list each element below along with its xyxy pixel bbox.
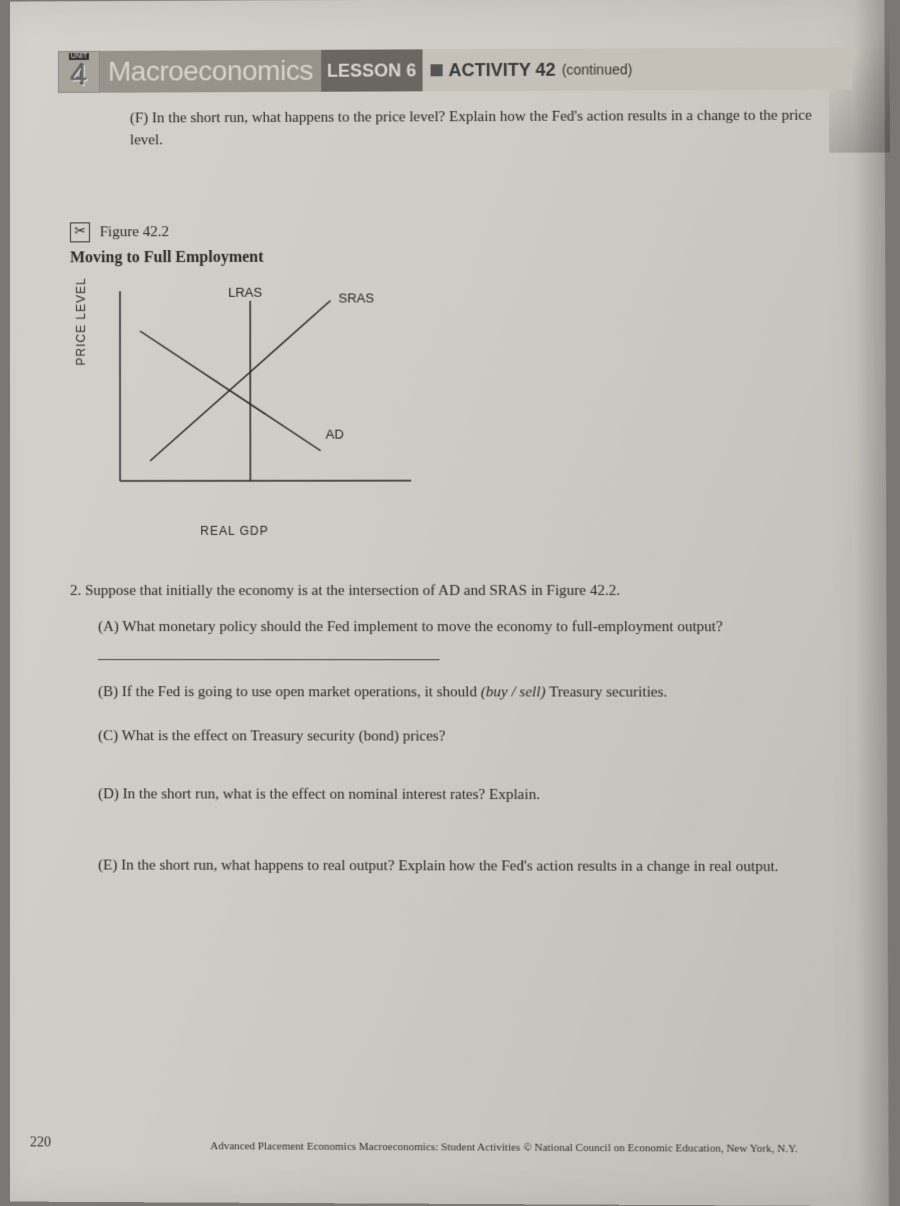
unit-number: 4 bbox=[71, 55, 87, 92]
adas-chart: PRICE LEVEL LRAS SRAS AD REAL GDP bbox=[90, 280, 441, 521]
q2d-letter: (D) bbox=[98, 786, 119, 802]
question-f-letter: (F) bbox=[130, 110, 148, 126]
q2c-text: What is the effect on Treasury security … bbox=[122, 728, 446, 744]
page-content: (F) In the short run, what happens to th… bbox=[70, 105, 847, 901]
q2b-letter: (B) bbox=[98, 684, 118, 700]
question-2e: (E) In the short run, what happens to re… bbox=[98, 856, 847, 880]
sras-label: SRAS bbox=[338, 290, 374, 305]
q2a-letter: (A) bbox=[98, 619, 119, 635]
q2e-letter: (E) bbox=[98, 858, 117, 874]
q2b-choice: (buy / sell) bbox=[481, 684, 546, 700]
ad-label: AD bbox=[326, 426, 344, 441]
q2d-text: In the short run, what is the effect on … bbox=[123, 786, 540, 803]
ad-line bbox=[140, 330, 321, 450]
textbook-page: UNIT 4 Macroeconomics LESSON 6 ACTIVITY … bbox=[10, 0, 889, 1206]
x-axis-label: REAL GDP bbox=[200, 523, 269, 540]
q2a-text: What monetary policy should the Fed impl… bbox=[122, 619, 722, 635]
q2b-after: Treasury securities. bbox=[546, 684, 668, 700]
sras-line bbox=[150, 300, 331, 460]
page-number: 220 bbox=[30, 1135, 51, 1151]
chart-svg: LRAS SRAS AD bbox=[90, 280, 441, 521]
lras-label: LRAS bbox=[228, 284, 262, 299]
question-2b: (B) If the Fed is going to use open mark… bbox=[98, 682, 846, 704]
question-2: 2. Suppose that initially the economy is… bbox=[70, 581, 847, 880]
square-bullet-icon bbox=[430, 64, 442, 76]
activity-label: ACTIVITY 42 (continued) bbox=[422, 47, 852, 91]
lesson-header: UNIT 4 Macroeconomics LESSON 6 ACTIVITY … bbox=[58, 47, 852, 93]
q2-intro-text: Suppose that initially the economy is at… bbox=[85, 583, 620, 599]
question-f-text: In the short run, what happens to the pr… bbox=[130, 108, 812, 149]
q2b-before: If the Fed is going to use open market o… bbox=[122, 684, 481, 700]
scissors-icon: ✂ bbox=[70, 223, 90, 243]
question-2d: (D) In the short run, what is the effect… bbox=[98, 784, 847, 807]
footer-text: Advanced Placement Economics Macroeconom… bbox=[160, 1140, 847, 1155]
unit-box: UNIT 4 bbox=[58, 51, 100, 93]
figure-number: Figure 42.2 bbox=[100, 222, 169, 244]
lesson-label: LESSON 6 bbox=[321, 49, 422, 91]
y-axis-label: PRICE LEVEL bbox=[73, 277, 90, 365]
page-right-shadow bbox=[854, 0, 889, 1206]
question-f: (F) In the short run, what happens to th… bbox=[130, 105, 844, 151]
activity-text: ACTIVITY 42 bbox=[448, 59, 555, 80]
answer-blank bbox=[98, 646, 440, 660]
question-2a: (A) What monetary policy should the Fed … bbox=[98, 617, 846, 661]
question-2c: (C) What is the effect on Treasury secur… bbox=[98, 726, 846, 749]
q2e-text: In the short run, what happens to real o… bbox=[121, 858, 778, 876]
question-2-intro: 2. Suppose that initially the economy is… bbox=[70, 581, 846, 603]
figure-title: Moving to Full Employment bbox=[70, 244, 845, 270]
figure-block: ✂ Figure 42.2 Moving to Full Employment … bbox=[70, 219, 846, 520]
q2c-letter: (C) bbox=[98, 728, 118, 744]
unit-label: UNIT bbox=[69, 53, 89, 60]
subject-title: Macroeconomics bbox=[100, 50, 321, 93]
continued-text: (continued) bbox=[562, 61, 633, 77]
q2-number: 2. bbox=[70, 583, 81, 599]
